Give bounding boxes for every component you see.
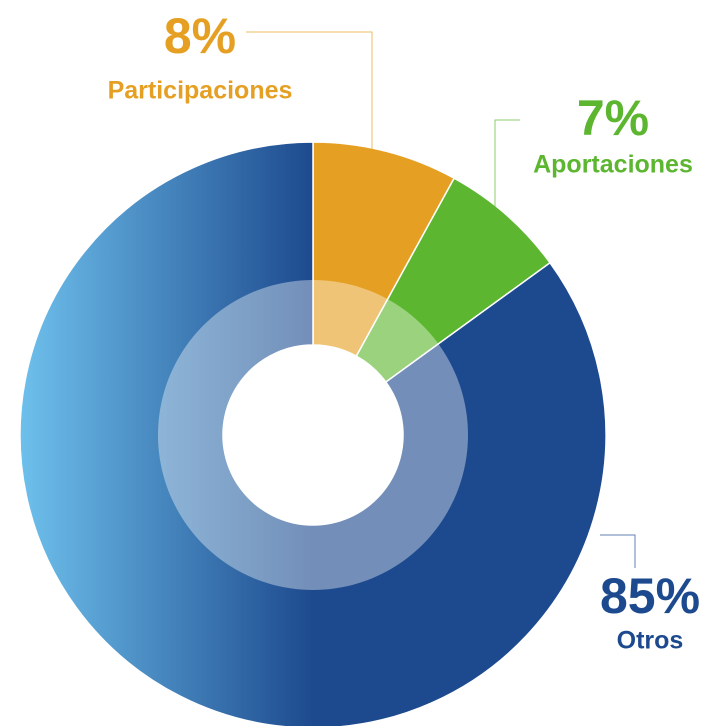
value-label: 7%	[577, 90, 649, 146]
category-label: Otros	[617, 627, 684, 655]
value-label: 85%	[600, 568, 700, 624]
category-label: Aportaciones	[533, 151, 693, 179]
category-label: Participaciones	[108, 77, 293, 105]
donut	[19, 141, 607, 726]
leader-line	[494, 119, 520, 245]
leader-line	[246, 31, 373, 195]
leader-line	[600, 534, 636, 568]
hole	[223, 345, 403, 525]
inner-ring	[157, 280, 468, 590]
value-label: 8%	[164, 8, 236, 64]
labels: 8% Participaciones 7% Aportaciones 85% Otros	[108, 8, 700, 654]
